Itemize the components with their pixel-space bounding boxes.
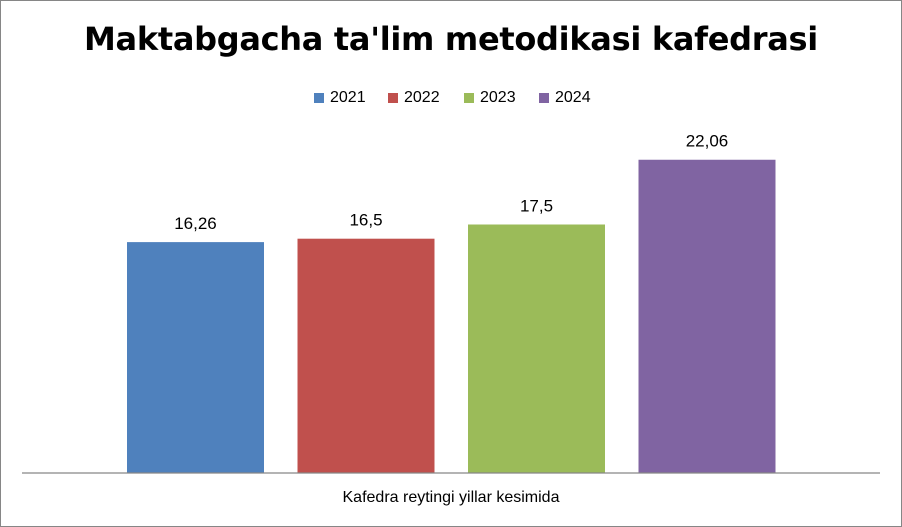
bar-labels-group: 16,26 16,5 17,5 22,06: [174, 132, 728, 233]
legend-item-2023: 2023: [464, 87, 516, 109]
legend-item-2024: 2024: [539, 87, 591, 109]
legend-swatch-2021: [314, 93, 324, 103]
data-label-2022: 16,5: [349, 211, 382, 230]
legend-swatch-2022: [388, 93, 398, 103]
legend-label-2023: 2023: [480, 89, 516, 106]
legend-item-2022: 2022: [388, 87, 440, 109]
legend-label-2021: 2021: [330, 89, 366, 106]
data-label-2024: 22,06: [686, 132, 729, 151]
legend-item-2021: 2021: [314, 87, 366, 109]
legend: 2021 2022 2023 2024: [0, 87, 902, 109]
legend-label-2022: 2022: [404, 89, 440, 106]
bar-2024: [638, 159, 776, 474]
legend-swatch-2024: [539, 93, 549, 103]
bar-2021: [127, 242, 264, 473]
bars-group: [127, 159, 776, 474]
data-label-2021: 16,26: [174, 214, 217, 233]
bar-2022: [297, 238, 435, 473]
bar-2023: [468, 224, 605, 473]
legend-swatch-2023: [464, 93, 474, 103]
legend-label-2024: 2024: [555, 89, 591, 106]
chart-title: Maktabgacha ta'lim metodikasi kafedrasi: [84, 20, 818, 58]
data-label-2023: 17,5: [520, 197, 553, 216]
x-axis-label: Kafedra reytingi yillar kesimida: [342, 489, 560, 506]
